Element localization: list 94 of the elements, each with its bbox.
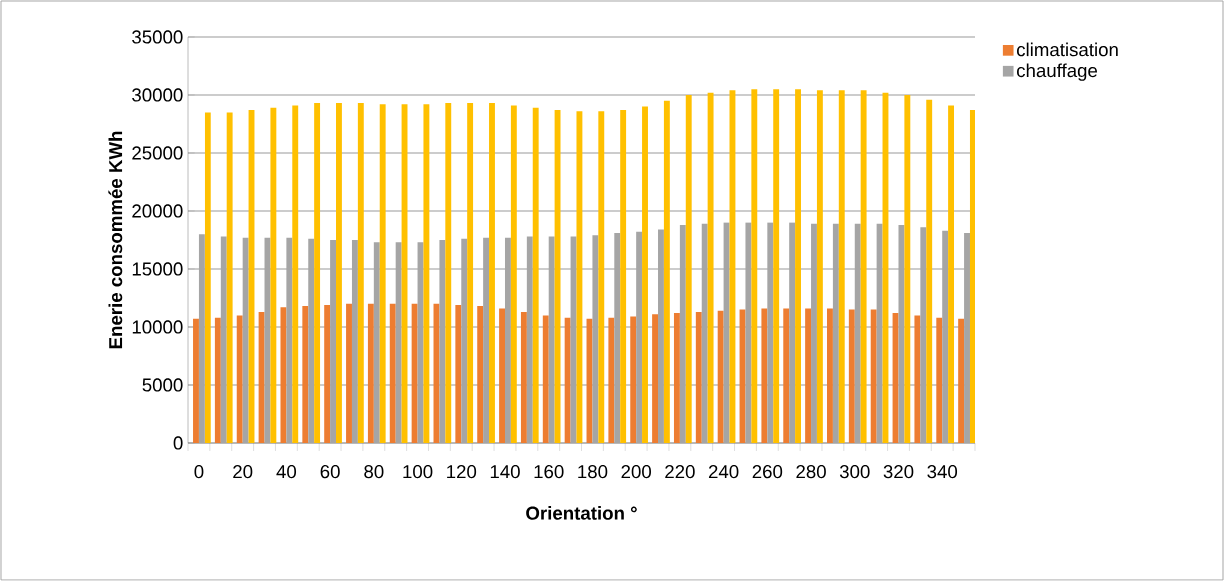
y-tick-label: 35000 [132, 30, 183, 44]
x-tick-label: 180 [578, 465, 608, 479]
bar [477, 306, 484, 443]
x-tick-label: 100 [403, 465, 433, 479]
x-tick-label: 0 [194, 465, 204, 479]
bar [948, 105, 955, 443]
bar [870, 309, 877, 443]
bar [357, 103, 364, 443]
x-tick-label: 260 [752, 465, 783, 479]
bar [914, 315, 921, 443]
x-tick-label: 280 [796, 465, 826, 479]
bar [761, 308, 768, 443]
bar [751, 89, 758, 443]
bar [598, 111, 605, 443]
x-tick-label: 60 [320, 465, 340, 479]
bar [685, 94, 692, 443]
bar [663, 100, 670, 443]
x-tick-label: 160 [534, 465, 564, 479]
bar [280, 307, 287, 443]
bar [455, 304, 462, 443]
x-tick-label: 40 [276, 465, 297, 479]
bar [292, 105, 299, 443]
bar [302, 306, 309, 443]
bar [936, 317, 943, 443]
bar [510, 105, 517, 443]
bar [367, 303, 374, 443]
x-tick-label: 200 [621, 465, 651, 479]
bar [576, 111, 583, 443]
bar [236, 315, 243, 443]
bar [214, 317, 221, 443]
bar [226, 112, 233, 443]
bar [816, 90, 823, 443]
x-tick-label: 320 [883, 465, 914, 479]
bar [411, 303, 418, 443]
bar [652, 314, 659, 443]
bar [642, 106, 648, 443]
bar [958, 318, 965, 443]
bar [729, 90, 736, 443]
x-tick-label: 120 [447, 465, 477, 479]
bar [564, 317, 571, 443]
bar [324, 304, 331, 443]
y-tick-label: 25000 [132, 146, 183, 160]
bar [489, 103, 495, 443]
bar [193, 318, 199, 443]
y-tick-label: 15000 [132, 262, 183, 276]
bar [805, 308, 812, 443]
legend-label: chauffage [1017, 63, 1098, 81]
x-tick-label: 20 [233, 465, 253, 479]
bar [258, 311, 265, 443]
bar [608, 317, 615, 443]
bar [270, 107, 277, 443]
bar [314, 103, 321, 443]
bar [542, 315, 549, 443]
bar [389, 303, 396, 443]
bar [204, 112, 211, 443]
bar [499, 308, 505, 443]
bar [620, 110, 627, 443]
bar [695, 311, 702, 443]
bar [336, 103, 342, 443]
bar [554, 110, 561, 443]
x-tick-label: 140 [490, 465, 520, 479]
legend-label: climatisation [1017, 42, 1118, 57]
bar [707, 92, 714, 443]
bar [532, 107, 539, 443]
y-tick-label: 10000 [132, 320, 183, 334]
bar [673, 313, 680, 443]
x-tick-label: 80 [364, 465, 384, 479]
bar [379, 104, 386, 443]
bar [346, 303, 352, 443]
bar [520, 311, 527, 443]
x-tick-label: 220 [665, 465, 695, 479]
bar [445, 103, 452, 443]
bar [783, 308, 790, 443]
x-tick-label: 340 [927, 465, 958, 479]
y-tick-label: 5000 [142, 378, 183, 392]
x-axis-title: Orientation ° [526, 506, 637, 520]
bar [773, 89, 780, 443]
bar [860, 90, 867, 443]
y-axis-title: Enerie consommée KWh [108, 131, 123, 349]
bar [717, 310, 724, 443]
x-tick-label: 240 [708, 465, 739, 479]
y-tick-label: 30000 [132, 88, 183, 102]
bar [795, 89, 801, 443]
y-tick-label: 20000 [132, 204, 183, 218]
bar [630, 316, 637, 443]
y-tick-label: 0 [173, 436, 183, 450]
bar [904, 94, 911, 443]
x-tick-label: 300 [839, 465, 870, 479]
bar [423, 104, 430, 443]
bar [827, 308, 833, 443]
bar [838, 90, 845, 443]
bar [848, 309, 855, 443]
bar [926, 99, 933, 443]
bar [467, 103, 474, 443]
